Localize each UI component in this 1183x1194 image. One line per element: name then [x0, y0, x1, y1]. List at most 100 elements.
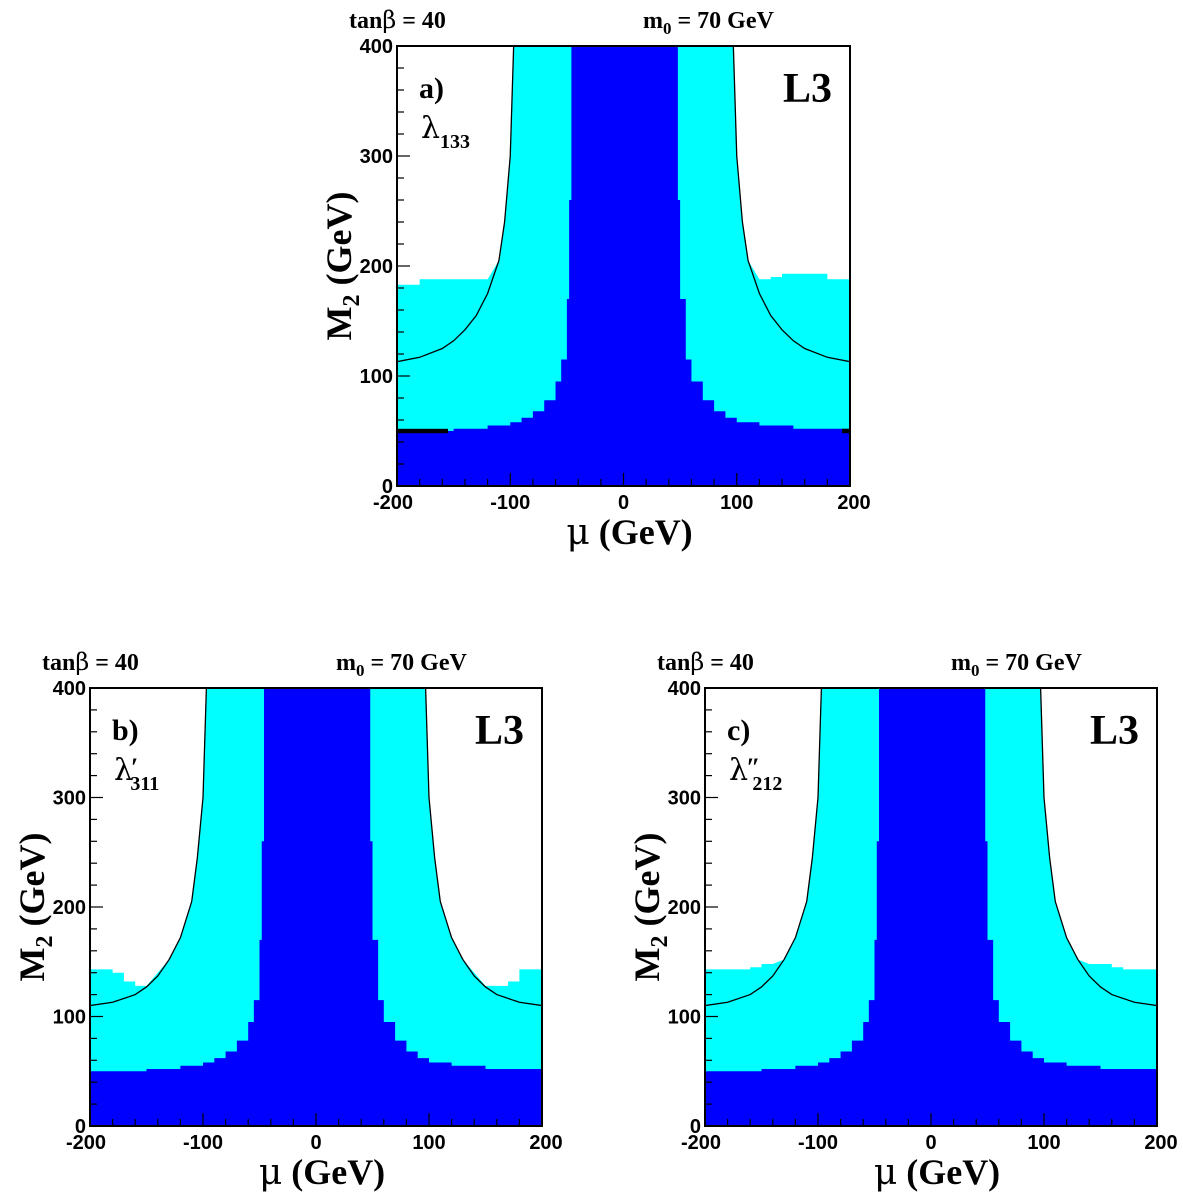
- y-axis-label-sub: 2: [32, 935, 58, 947]
- x-tick-label: 100: [412, 1132, 445, 1154]
- coupling-subscript: 212: [752, 773, 782, 795]
- x-tick-label: 100: [1027, 1132, 1060, 1154]
- header-m0-value: = 70 GeV: [980, 650, 1083, 676]
- header-tanbeta-text: tan: [349, 8, 382, 34]
- plot-area: [397, 46, 850, 486]
- header-tanbeta-value: = 40: [89, 650, 139, 676]
- x-axis-label-unit: (GeV): [590, 512, 693, 552]
- kinematic-limit-left: [705, 688, 823, 1007]
- header-m0-text: m: [951, 650, 971, 676]
- kinematic-limit-left: [90, 688, 208, 1007]
- coupling-subscript: 133: [440, 131, 470, 153]
- y-axis-label-unit: (GeV): [627, 833, 667, 936]
- y-axis-label-unit: (GeV): [12, 833, 52, 936]
- y-tick-label: 100: [360, 366, 393, 388]
- x-axis-label-symbol: μ: [874, 1152, 897, 1193]
- y-tick-label: 400: [668, 678, 701, 700]
- coupling-symbol: λ: [421, 111, 440, 146]
- panel-label: b): [112, 714, 139, 747]
- panel-label: c): [727, 714, 750, 747]
- x-tick-label: -200: [681, 1132, 721, 1154]
- header-tanbeta-value: = 40: [396, 8, 446, 34]
- excluded-region-blue: [705, 688, 1157, 1126]
- y-axis-label-main: M: [12, 947, 52, 981]
- header-m0-text: m: [643, 8, 663, 34]
- y-tick-label: 200: [360, 256, 393, 278]
- y-tick-label: 0: [75, 1116, 86, 1138]
- coupling-prime: ′: [131, 753, 138, 782]
- y-tick-label: 200: [53, 897, 86, 919]
- header-tanbeta-value: = 40: [704, 650, 754, 676]
- coupling-label: λ″ 212: [729, 753, 782, 795]
- header-m0-sub: 0: [663, 19, 672, 38]
- y-axis-label-sub: 2: [647, 935, 673, 947]
- header-m0-sub: 0: [971, 661, 980, 680]
- excluded-band-black: [397, 428, 448, 434]
- y-tick-label: 200: [668, 897, 701, 919]
- excluded-region-blue: [397, 46, 850, 486]
- x-axis-label-unit: (GeV): [282, 1152, 385, 1192]
- header-m0-value: = 70 GeV: [672, 8, 775, 34]
- header-tanbeta: tanβ = 40: [657, 648, 754, 676]
- y-tick-label: 400: [360, 36, 393, 58]
- y-axis-label-sub: 2: [339, 294, 365, 306]
- experiment-label: L3: [783, 66, 832, 112]
- y-tick-label: 400: [53, 678, 86, 700]
- x-axis-label-symbol: μ: [259, 1152, 282, 1193]
- y-axis-label-unit: (GeV): [319, 192, 359, 295]
- x-tick-label: 100: [720, 492, 753, 514]
- x-tick-label: -100: [798, 1132, 838, 1154]
- x-tick-label: 0: [925, 1132, 936, 1154]
- header-m0-sub: 0: [356, 661, 365, 680]
- x-tick-label: 200: [837, 492, 870, 514]
- y-axis-label-main: M: [319, 306, 359, 340]
- y-axis-label: M2 (GeV): [319, 192, 365, 341]
- header-m0: m0 = 70 GeV: [951, 650, 1082, 680]
- coupling-symbol: λ: [729, 753, 748, 788]
- x-tick-label: 0: [310, 1132, 321, 1154]
- coupling-label: λ′ 311: [114, 753, 159, 795]
- header-m0-value: = 70 GeV: [365, 650, 468, 676]
- y-tick-label: 100: [53, 1007, 86, 1029]
- header-beta-symbol: β: [382, 6, 396, 34]
- x-tick-label: -200: [66, 1132, 106, 1154]
- x-tick-label: -100: [490, 492, 530, 514]
- experiment-label: L3: [1090, 708, 1139, 754]
- kinematic-limit-left: [397, 46, 515, 363]
- panel-label: a): [419, 72, 444, 105]
- x-axis-label: μ (GeV): [259, 1152, 385, 1193]
- y-tick-label: 300: [53, 788, 86, 810]
- coupling-label: λ133: [421, 111, 470, 153]
- kinematic-limit-right: [424, 688, 542, 1007]
- header-beta-symbol: β: [75, 648, 89, 676]
- experiment-label: L3: [475, 708, 524, 754]
- header-m0-text: m: [336, 650, 356, 676]
- x-axis-label: μ (GeV): [874, 1152, 1000, 1193]
- axes: 0 100 200 300 400 -200 -100 0 100 200: [360, 36, 871, 514]
- plot-area: [90, 688, 542, 1126]
- y-axis-label: M2 (GeV): [12, 833, 58, 982]
- plot-area: [705, 688, 1157, 1126]
- x-tick-label: 0: [618, 492, 629, 514]
- coupling-prime: ″: [746, 753, 760, 782]
- axes: 0 100 200 300 400 -200 -100 0 100 200: [668, 678, 1178, 1154]
- axes: 0 100 200 300 400 -200 -100 0 100 200: [53, 678, 563, 1154]
- y-tick-label: 100: [668, 1007, 701, 1029]
- header-tanbeta-text: tan: [657, 650, 690, 676]
- x-tick-label: 200: [529, 1132, 562, 1154]
- kinematic-limit-right: [732, 46, 850, 363]
- kinematic-limit-right: [1039, 688, 1157, 1007]
- header-tanbeta: tanβ = 40: [42, 648, 139, 676]
- excluded-region-blue: [90, 688, 542, 1126]
- header-tanbeta: tanβ = 40: [349, 6, 446, 34]
- header-m0: m0 = 70 GeV: [643, 8, 774, 38]
- excluded-band-black: [842, 428, 850, 434]
- y-axis-label-main: M: [627, 947, 667, 981]
- coupling-subscript: 311: [130, 773, 159, 795]
- header-tanbeta-text: tan: [42, 650, 75, 676]
- x-tick-label: 200: [1144, 1132, 1177, 1154]
